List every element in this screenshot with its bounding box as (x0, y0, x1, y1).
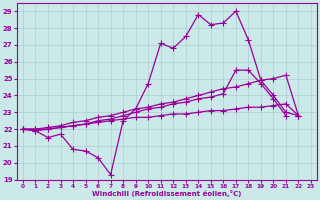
X-axis label: Windchill (Refroidissement éolien,°C): Windchill (Refroidissement éolien,°C) (92, 190, 242, 197)
